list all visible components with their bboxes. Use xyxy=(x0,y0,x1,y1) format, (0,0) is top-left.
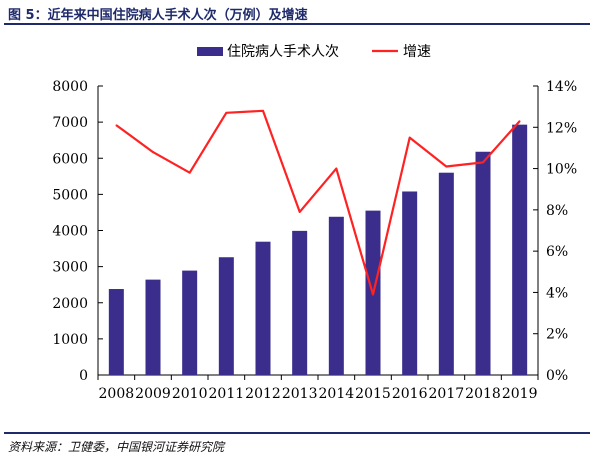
line-point xyxy=(262,109,264,112)
line-point xyxy=(115,124,118,127)
x-tick-label: 2017 xyxy=(429,386,465,402)
x-tick-label: 2016 xyxy=(392,386,428,402)
left-tick-label: 5000 xyxy=(52,187,88,203)
source-note: 资料来源：卫健委，中国银河证券研究院 xyxy=(8,440,225,454)
left-tick-label: 8000 xyxy=(52,79,88,95)
x-tick-label: 2015 xyxy=(355,386,391,402)
bar xyxy=(145,279,161,375)
x-tick-label: 2011 xyxy=(209,386,245,402)
bottom-rule xyxy=(4,432,590,434)
right-tick-label: 8% xyxy=(546,203,568,219)
line-point xyxy=(335,167,338,170)
line-point xyxy=(298,211,301,213)
figure-title: 图 5：近年来中国住院病人手术人次（万例）及增速 xyxy=(8,8,308,23)
growth-line xyxy=(115,109,521,296)
x-tick-label: 2008 xyxy=(99,386,135,402)
left-tick-label: 6000 xyxy=(52,151,88,167)
bar xyxy=(475,151,491,375)
axes xyxy=(97,85,539,380)
legend: 住院病人手术人次 增速 xyxy=(197,44,431,60)
line-series xyxy=(115,109,521,296)
bar xyxy=(438,172,454,375)
line-point xyxy=(518,120,521,122)
right-tick-label: 2% xyxy=(546,327,568,343)
right-tick-label: 14% xyxy=(546,79,577,95)
left-tick-label: 3000 xyxy=(52,260,88,276)
left-tick-label: 1000 xyxy=(52,332,88,348)
x-tick-label: 2018 xyxy=(465,386,501,402)
bar xyxy=(512,124,528,375)
x-tick-label: 2009 xyxy=(135,386,171,402)
left-tick-label: 4000 xyxy=(52,224,88,240)
left-tick-label: 2000 xyxy=(52,296,88,312)
bar xyxy=(402,191,418,375)
right-tick-label: 4% xyxy=(546,285,568,301)
right-tick-label: 6% xyxy=(546,244,568,260)
bar xyxy=(218,257,234,375)
x-tick-label: 2012 xyxy=(245,386,281,402)
x-tick-label: 2013 xyxy=(282,386,318,402)
line-point xyxy=(225,112,228,114)
left-tick-label: 7000 xyxy=(52,115,88,131)
x-tick-label: 2014 xyxy=(319,386,355,402)
bar xyxy=(255,241,271,375)
bar xyxy=(292,230,308,375)
tick-labels: 0 1000 2000 3000 4000 5000 6000 7000 8000 0% 2% 4% 6… xyxy=(52,79,577,402)
bar xyxy=(182,270,198,375)
line-point xyxy=(482,161,484,164)
x-tick-label: 2019 xyxy=(502,386,538,402)
legend-bar-label: 住院病人手术人次 xyxy=(227,44,339,60)
line-point xyxy=(445,165,448,168)
x-tick-label: 2010 xyxy=(172,386,208,402)
legend-line-label: 增速 xyxy=(403,44,431,60)
bar xyxy=(108,289,124,375)
bar xyxy=(328,216,344,375)
legend-bar-swatch xyxy=(197,47,223,56)
right-tick-label: 12% xyxy=(546,120,577,136)
right-tick-label: 0% xyxy=(546,368,568,384)
line-point xyxy=(408,136,411,139)
line-point xyxy=(372,293,374,296)
right-tick-label: 10% xyxy=(546,162,577,178)
line-point xyxy=(152,151,154,153)
line-point xyxy=(188,171,191,174)
top-rule xyxy=(4,23,590,25)
left-tick-label: 0 xyxy=(79,368,88,384)
